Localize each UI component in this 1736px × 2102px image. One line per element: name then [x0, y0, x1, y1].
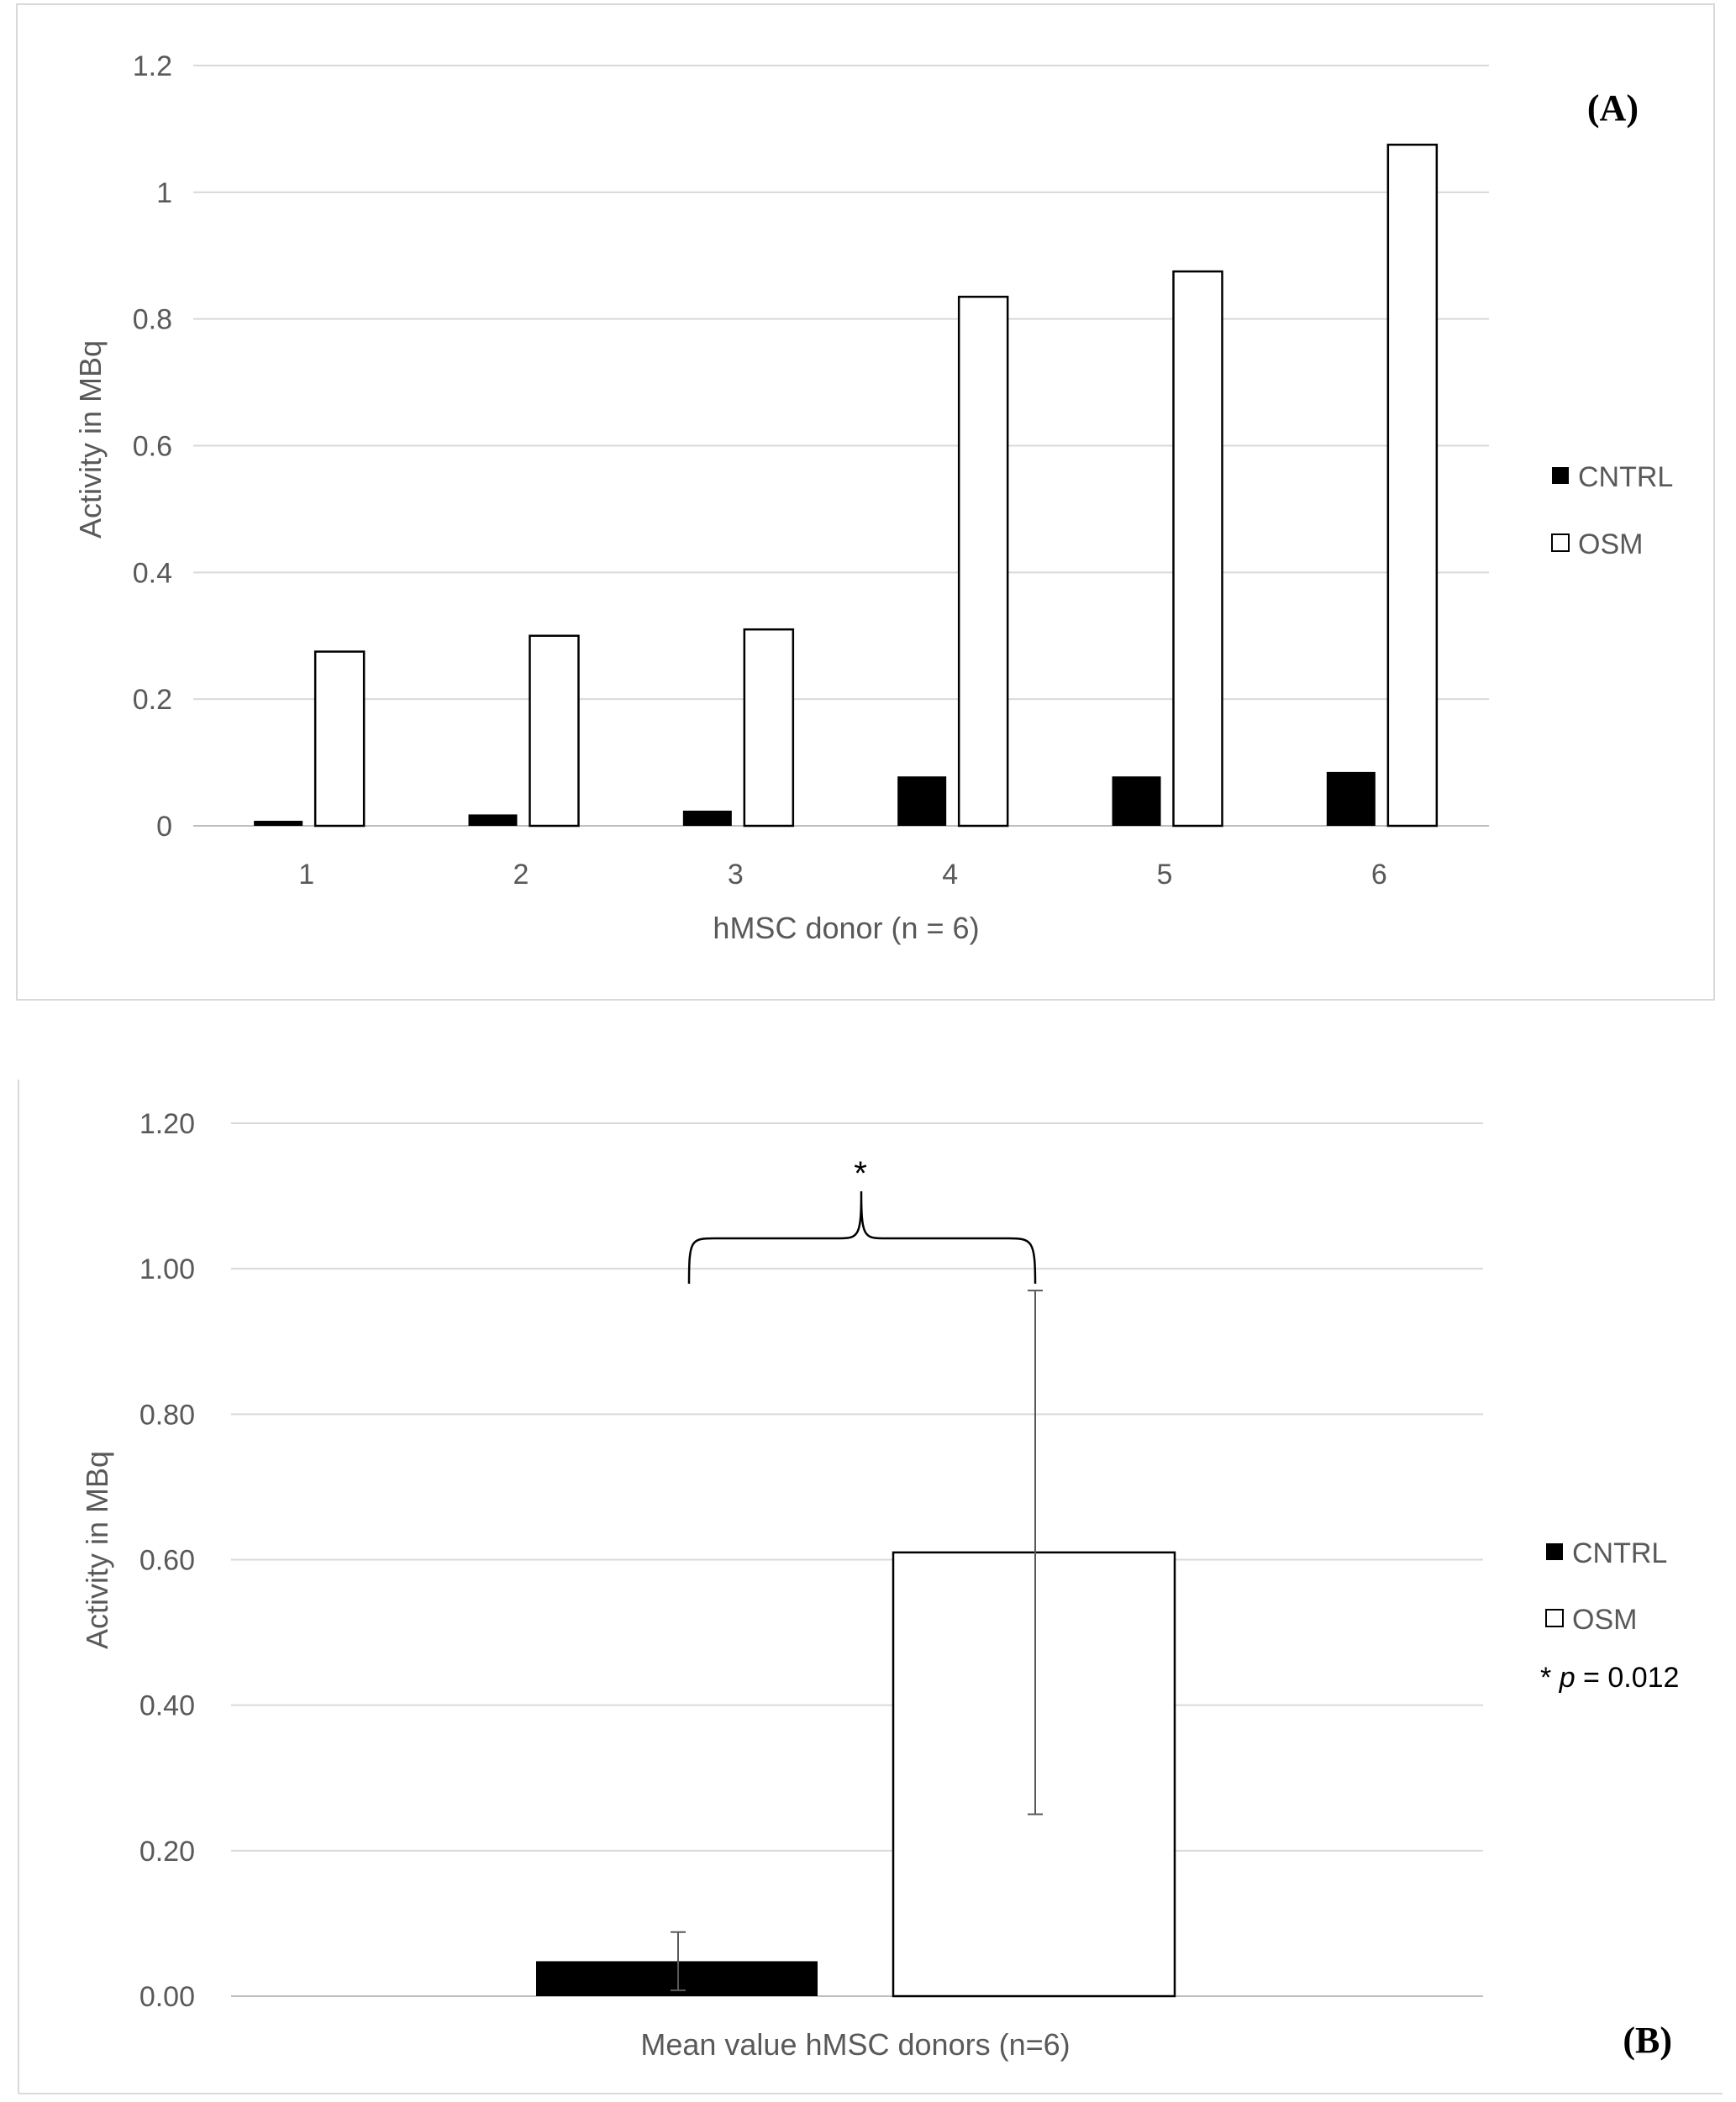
panel-a-legend: CNTRL OSM: [1551, 461, 1673, 560]
panel-a-label: (A): [1587, 87, 1639, 129]
legend-swatch-cntrl: [1546, 1543, 1563, 1560]
x-tick-label: 5: [1157, 859, 1173, 891]
bar-osm: [1172, 270, 1223, 828]
legend-label-cntrl: CNTRL: [1572, 1537, 1667, 1569]
y-tick-label: 0.20: [139, 1836, 195, 1868]
y-tick-label: 1.20: [139, 1108, 195, 1140]
y-tick-label: 0.60: [139, 1545, 195, 1577]
bar-osm: [892, 1551, 1176, 1998]
y-tick-label: 1.2: [133, 50, 172, 82]
x-tick-label: 1: [298, 859, 314, 891]
bar-cntrl: [254, 820, 303, 826]
legend-label-osm: OSM: [1572, 1604, 1637, 1636]
y-tick-label: 1: [156, 177, 172, 209]
panel-a-x-ticks: 1 2 3 4 5 6: [298, 859, 1387, 891]
bar-osm: [313, 650, 366, 828]
panel-a-frame: [16, 3, 1715, 1001]
panel-a-bars: [254, 144, 1439, 828]
y-tick-label: 0.2: [133, 684, 172, 716]
panel-b-bars: [536, 1551, 1176, 1998]
legend-swatch-osm: [1545, 1609, 1564, 1627]
bar-cntrl: [897, 776, 947, 826]
y-tick-label: 1.00: [139, 1253, 195, 1285]
y-tick-label: 0.8: [133, 304, 172, 336]
legend-label-osm: OSM: [1578, 528, 1643, 560]
bar-cntrl: [1326, 771, 1376, 826]
y-tick-label: 0.6: [133, 431, 172, 463]
panel-b-y-axis-title: Activity in MBq: [80, 1451, 114, 1649]
y-tick-label: 0.80: [139, 1399, 195, 1431]
y-tick-label: 0.4: [133, 557, 172, 589]
significance-asterisk: *: [854, 1155, 867, 1192]
bar-osm: [957, 296, 1009, 828]
legend-swatch-cntrl: [1552, 467, 1569, 484]
x-tick-label: 6: [1371, 859, 1387, 891]
p-value-prefix: *: [1540, 1662, 1560, 1694]
x-tick-label: 4: [942, 859, 958, 891]
panel-b-chart: (B) 0.00 0.20 0.40 0.60 0.80 1.00 1.20 * Mean …: [80, 1108, 1679, 2062]
legend-label-cntrl: CNTRL: [1578, 461, 1673, 493]
panel-b-legend: CNTRL OSM * p = 0.012: [1540, 1537, 1679, 1694]
panel-b-label: (B): [1623, 2020, 1672, 2061]
panel-a-y-ticks: 0 0.2 0.4 0.6 0.8 1 1.2: [133, 50, 172, 843]
bar-cntrl: [468, 814, 518, 826]
panel-a-y-axis-title: Activity in MBq: [73, 340, 108, 539]
panel-b-error-bars: [671, 1290, 1043, 1992]
p-value-note: * p = 0.012: [1540, 1662, 1679, 1694]
legend-swatch-osm: [1551, 533, 1570, 552]
y-tick-label: 0: [156, 811, 172, 843]
bar-osm: [743, 628, 795, 828]
panel-b-x-axis-title: Mean value hMSC donors (n=6): [640, 2027, 1070, 2062]
y-tick-label: 0.40: [139, 1690, 195, 1722]
bar-osm: [529, 634, 580, 828]
bar-cntrl: [682, 810, 732, 826]
y-tick-label: 0.00: [139, 1981, 195, 2013]
significance-bracket: [687, 1190, 1037, 1285]
panel-b-y-ticks: 0.00 0.20 0.40 0.60 0.80 1.00 1.20: [139, 1108, 195, 2013]
p-value-number: = 0.012: [1576, 1662, 1680, 1694]
x-tick-label: 3: [728, 859, 744, 891]
p-value-symbol: p: [1559, 1662, 1576, 1694]
panel-a-chart: (A) 0 0.2 0.4 0.6 0.8 1 1.2 1 2 3 4 5 6 hMSC donor …: [73, 50, 1673, 945]
bar-cntrl: [1112, 776, 1161, 826]
bar-osm: [1386, 144, 1439, 828]
panel-a-x-axis-title: hMSC donor (n = 6): [713, 911, 979, 945]
x-tick-label: 2: [513, 859, 529, 891]
panel-b-gridlines: [231, 1122, 1483, 1997]
panel-a-gridlines: [193, 65, 1489, 827]
